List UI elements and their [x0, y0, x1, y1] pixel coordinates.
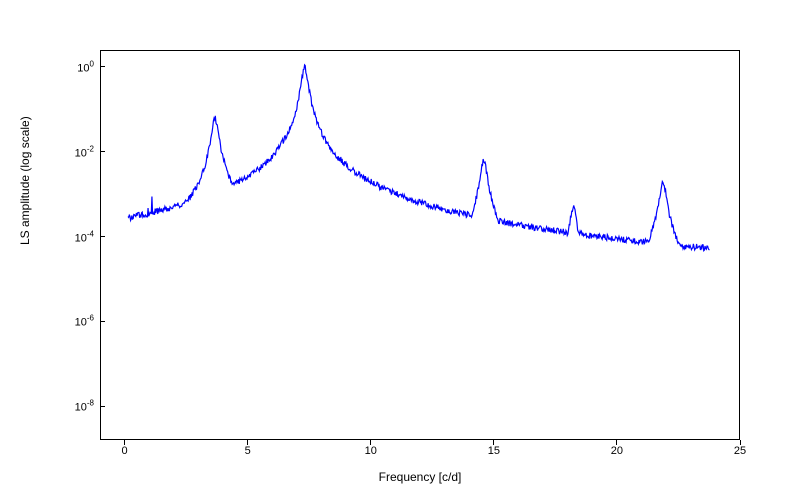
- y-tick: [100, 321, 105, 322]
- y-tick-label: 10-6: [75, 314, 94, 329]
- y-tick-label: 10-2: [75, 144, 94, 159]
- y-tick-label: 100: [77, 60, 94, 75]
- spectrum-line: [101, 51, 739, 439]
- x-tick-label: 25: [734, 445, 746, 457]
- x-axis-label: Frequency [c/d]: [379, 470, 462, 484]
- figure: LS amplitude (log scale) Frequency [c/d]…: [0, 0, 800, 500]
- y-axis-label: LS amplitude (log scale): [18, 116, 32, 245]
- y-tick: [100, 406, 105, 407]
- y-tick-label: 10-4: [75, 229, 94, 244]
- x-tick-label: 15: [488, 445, 500, 457]
- y-tick: [100, 151, 105, 152]
- y-tick: [100, 236, 105, 237]
- x-tick-label: 0: [122, 445, 128, 457]
- x-tick-label: 5: [245, 445, 251, 457]
- y-tick: [100, 66, 105, 67]
- x-tick-label: 20: [611, 445, 623, 457]
- x-tick-label: 10: [365, 445, 377, 457]
- y-tick-label: 10-8: [75, 399, 94, 414]
- plot-area: [100, 50, 740, 440]
